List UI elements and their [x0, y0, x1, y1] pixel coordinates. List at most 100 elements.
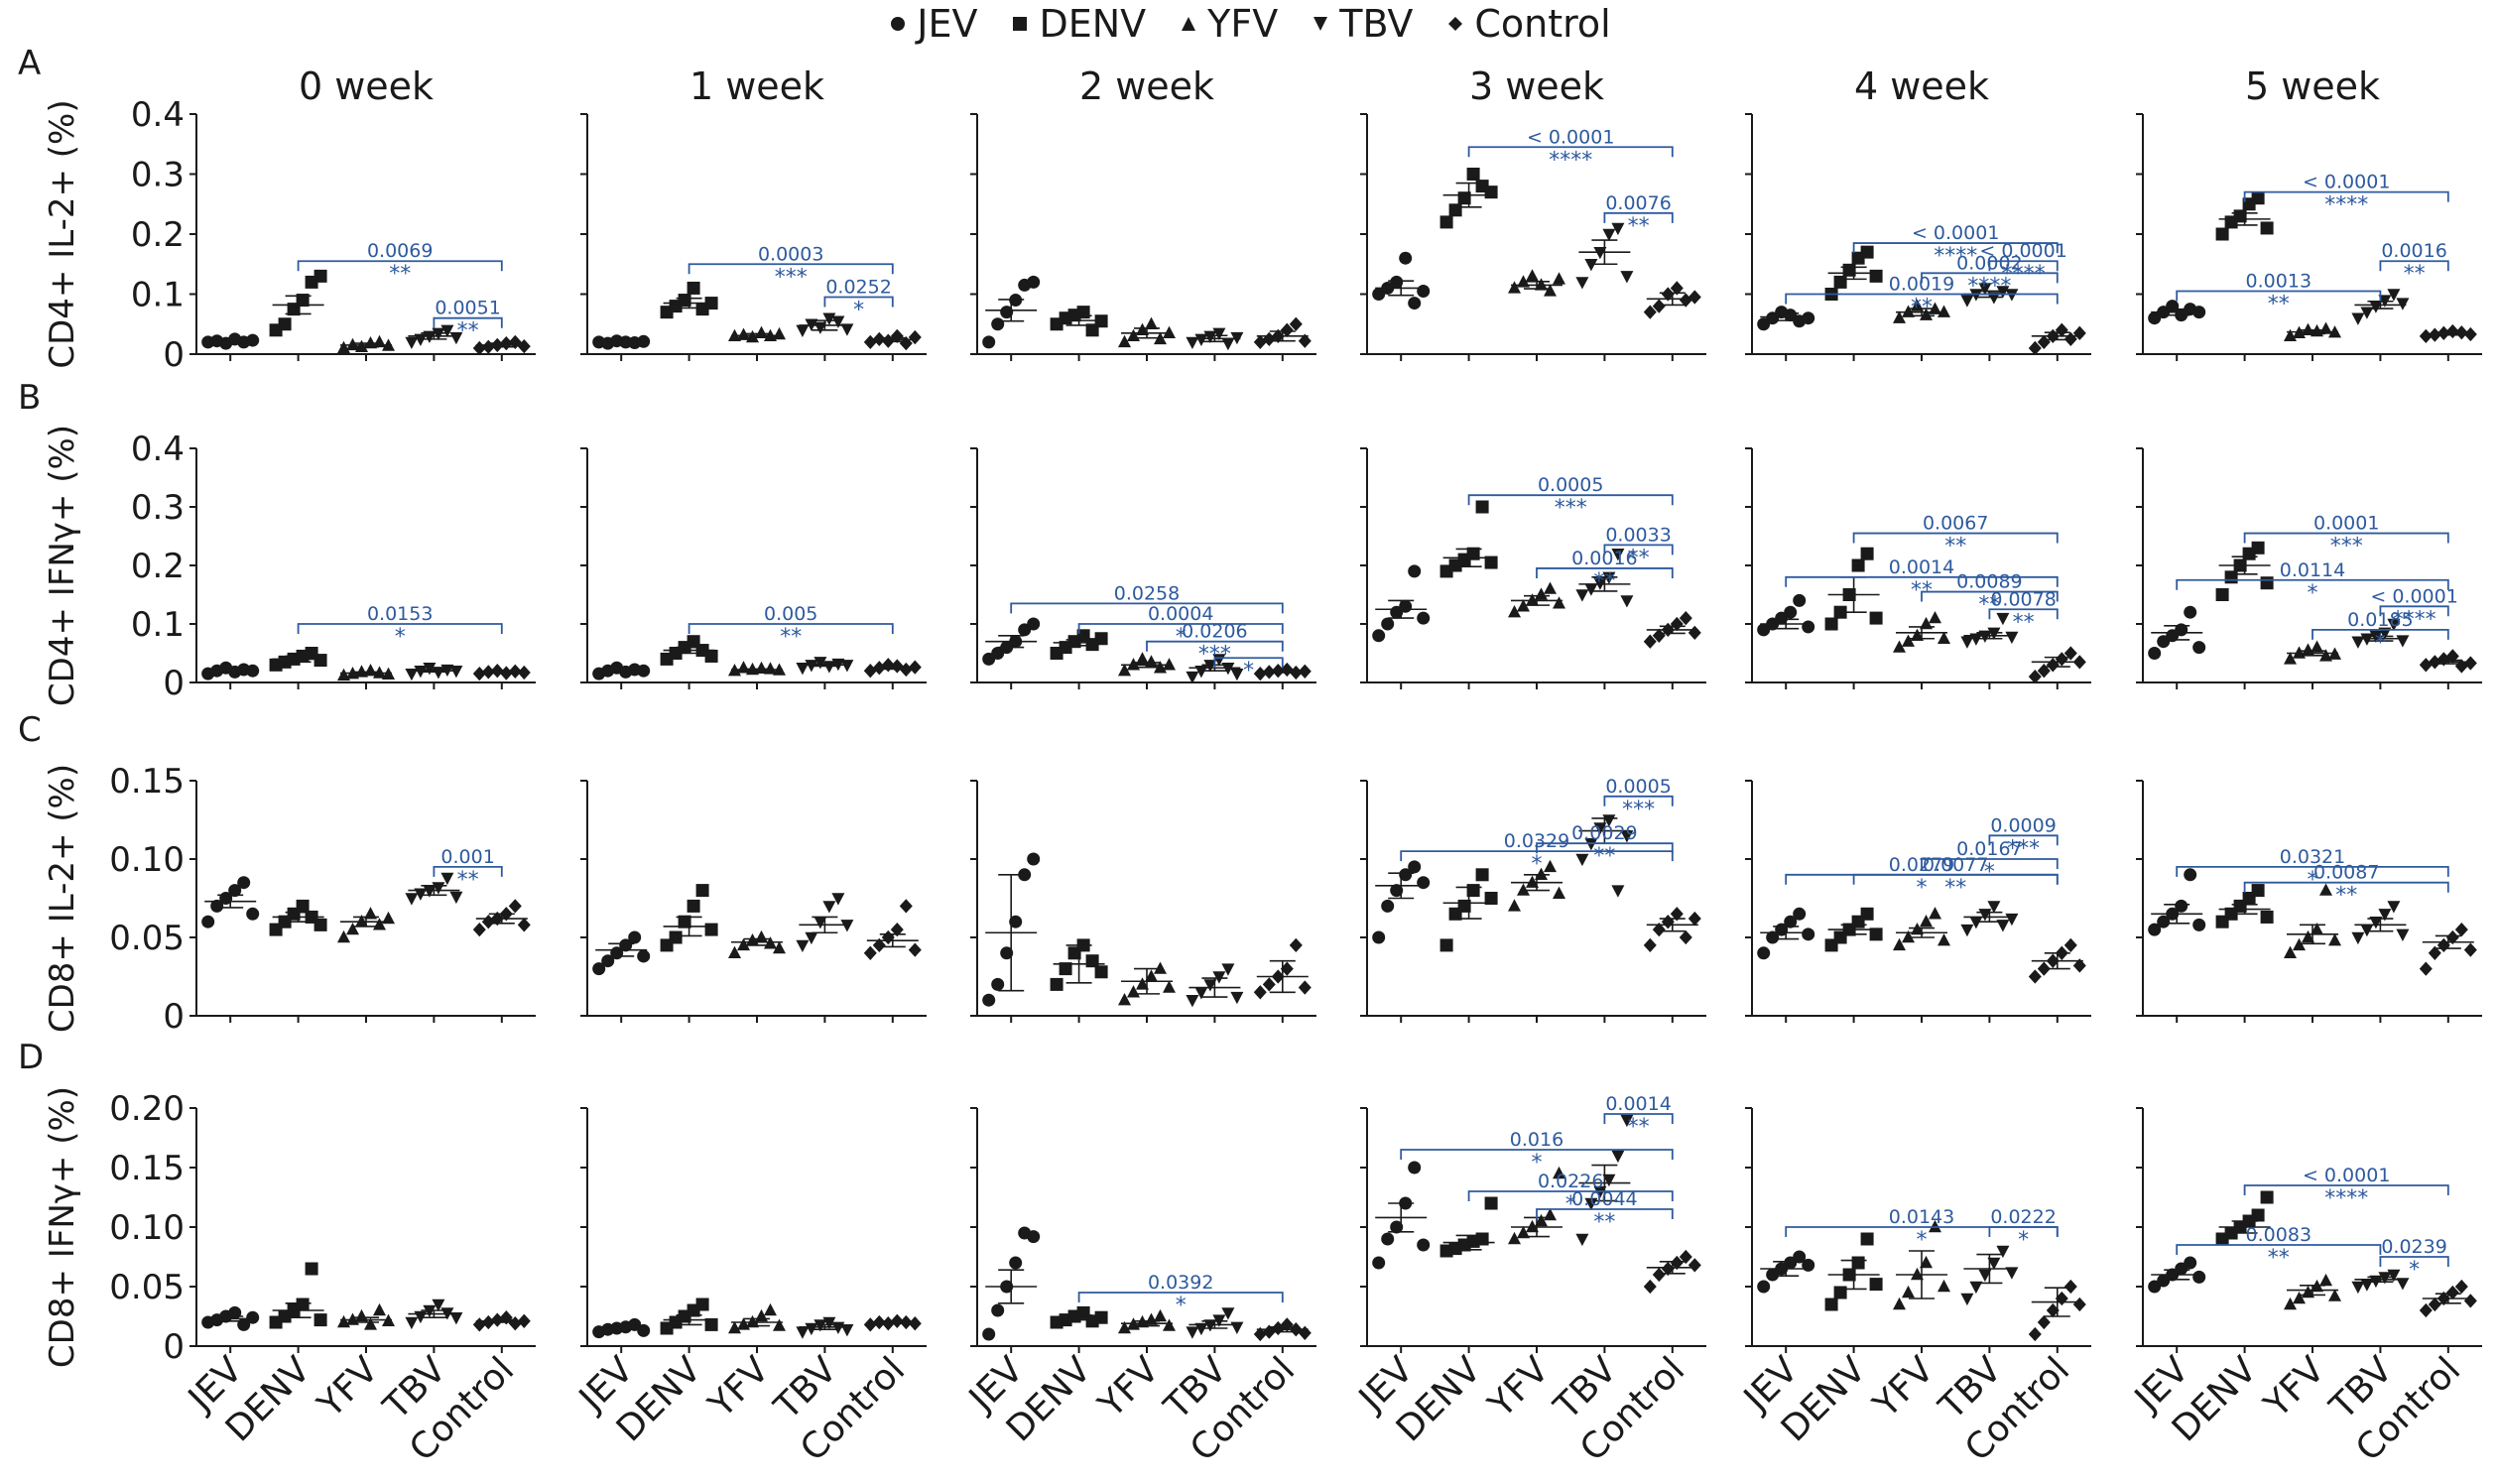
y-tick-label: 0.1 [131, 605, 185, 645]
data-point [1911, 628, 1924, 641]
data-point [704, 923, 718, 936]
y-tick-label: 0.1 [131, 276, 185, 315]
significance-bracket [688, 263, 894, 275]
data-point [1960, 1293, 1974, 1306]
data-point [1390, 1220, 1404, 1234]
data-point [1262, 977, 1276, 992]
data-point [991, 317, 1005, 331]
data-point [355, 1308, 368, 1322]
data-point [1408, 564, 1422, 578]
week-title: 5 week [2245, 64, 2380, 108]
legend-item-yfv: YFV [1180, 2, 1278, 46]
legend-label: JEV [917, 2, 978, 46]
data-point [773, 940, 786, 954]
y-axis-label: CD4+ IFNγ+ (%) [43, 425, 82, 706]
significance-stars: ** [1593, 1210, 1615, 1235]
significance-stars: * [1984, 860, 1995, 885]
significance-bracket [2243, 190, 2449, 202]
data-point [805, 931, 818, 945]
data-point [1611, 549, 1625, 561]
data-point [2428, 327, 2441, 342]
significance-stars: ** [1628, 214, 1650, 239]
data-point [237, 876, 251, 890]
y-axis-label: CD8+ IL-2+ (%) [43, 764, 82, 1033]
data-point [1475, 1232, 1489, 1246]
data-point [1987, 901, 2001, 914]
x-tick-label: YFV [1090, 1349, 1168, 1426]
significance-stars: *** [1555, 496, 1587, 521]
significance-bracket [1603, 795, 1674, 806]
p-value-label: 0.0083 [2246, 1224, 2312, 1246]
data-point [822, 1316, 836, 1330]
data-point [364, 1317, 377, 1330]
data-point [813, 1319, 827, 1332]
data-point [1679, 610, 1692, 626]
significance-bracket [1536, 567, 1674, 578]
data-point [1670, 1255, 1684, 1271]
p-value-label: 0.0258 [1114, 582, 1180, 604]
data-point [1860, 547, 1874, 560]
data-point [1399, 868, 1413, 882]
data-point [481, 1314, 495, 1330]
significance-stars: ** [1628, 1115, 1650, 1140]
data-point [2351, 312, 2365, 325]
data-point [1824, 617, 1838, 631]
significance-bracket [1536, 1208, 1674, 1219]
data-point [2351, 1281, 2365, 1295]
p-value-label: 0.0029 [1571, 822, 1637, 844]
data-point [382, 911, 395, 925]
p-value-label: < 0.0001 [2303, 1165, 2390, 1186]
data-point [1860, 1232, 1874, 1246]
data-point [449, 331, 463, 345]
data-point [1230, 668, 1244, 681]
data-point [1679, 1249, 1692, 1265]
data-point [1094, 965, 1108, 979]
data-point [1289, 316, 1303, 331]
data-point [355, 915, 368, 928]
p-value-label: 0.0226 [1538, 1171, 1603, 1192]
triangle-down-marker-icon [1313, 17, 1328, 31]
data-point [246, 1310, 260, 1324]
p-value-label: 0.005 [764, 603, 817, 625]
y-tick-label: 0 [163, 335, 185, 375]
data-point [1136, 977, 1149, 990]
data-point [313, 1313, 327, 1327]
data-point [1212, 327, 1226, 340]
data-point [899, 899, 913, 914]
data-point [1018, 868, 1032, 882]
data-point [1417, 284, 1431, 298]
data-point [1602, 1174, 1616, 1187]
data-point [355, 339, 368, 352]
data-point [1553, 1166, 1565, 1179]
data-point [405, 893, 419, 906]
data-point [2046, 1302, 2060, 1318]
data-point [1920, 1255, 1933, 1269]
x-tick-label: YFV [2256, 1349, 2333, 1426]
data-point [1484, 186, 1498, 199]
data-point [1027, 617, 1041, 631]
significance-stars: * [2308, 581, 2318, 606]
data-point [2072, 1297, 2086, 1312]
data-point [1602, 571, 1616, 584]
data-point [1517, 1225, 1530, 1239]
row-letter: D [18, 1038, 44, 1077]
data-point [1987, 627, 2001, 640]
data-point [1221, 1307, 1235, 1320]
legend-label: TBV [1339, 2, 1414, 46]
p-value-label: 0.0222 [1990, 1206, 2056, 1228]
significance-bracket [1213, 657, 1284, 669]
data-point [1194, 1322, 1208, 1336]
data-point [1262, 331, 1276, 347]
data-point [1960, 636, 1974, 649]
significance-stars: *** [2007, 836, 2040, 861]
data-point [1902, 305, 1915, 317]
data-point [2157, 915, 2171, 928]
significance-bracket [1536, 842, 1674, 854]
data-point [1298, 333, 1312, 348]
data-point [1611, 885, 1625, 898]
significance-stars: * [1917, 876, 1928, 901]
data-point [373, 666, 386, 679]
data-point [1996, 1245, 2010, 1259]
data-point [1688, 911, 1701, 927]
